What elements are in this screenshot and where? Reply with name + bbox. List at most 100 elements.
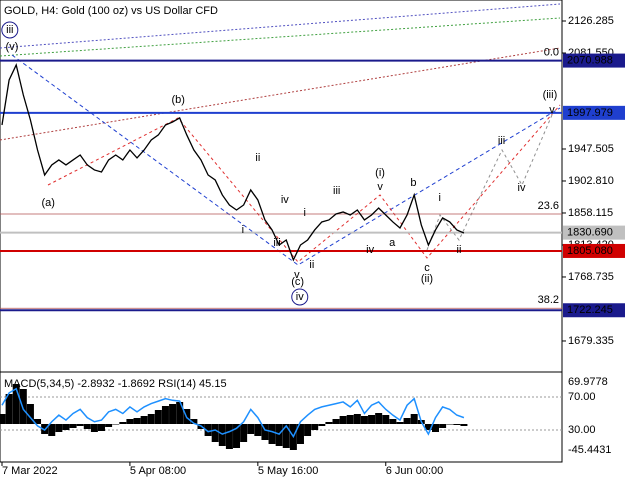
wave-label: (i): [375, 167, 385, 179]
macd-bar: [346, 415, 354, 424]
trend-line: [0, 47, 561, 141]
level-label: 1997.979: [567, 107, 613, 119]
level-box: [563, 105, 625, 120]
fib-label: 38.2: [538, 294, 559, 306]
chart-title: GOLD, H4: Gold (100 oz) vs US Dollar CFD: [4, 5, 218, 17]
wave-label: iv: [518, 182, 526, 194]
trend-line: [0, 17, 561, 57]
macd-bar: [34, 419, 42, 424]
y-tick-label: 2126.285: [568, 15, 614, 27]
macd-bar: [204, 424, 212, 436]
trend-line: [0, 3, 561, 49]
level-label: 1805.080: [567, 245, 613, 257]
wave-label: v: [377, 181, 383, 193]
macd-bar: [48, 424, 56, 436]
wave-label: a: [389, 237, 396, 249]
macd-bar: [5, 394, 13, 424]
macd-bar: [332, 419, 340, 424]
macd-bar: [410, 414, 418, 424]
macd-bar: [254, 424, 262, 436]
wave-label: iv: [281, 194, 289, 206]
indicator-tick-label: 30.00: [568, 424, 596, 436]
macd-bar: [190, 419, 198, 424]
macd-bar: [233, 424, 241, 448]
macd-bar: [225, 424, 233, 449]
level-box: [563, 243, 625, 258]
macd-bar: [382, 415, 390, 424]
macd-bar: [368, 415, 376, 424]
macd-bar: [26, 404, 34, 424]
wave-label: iii: [333, 185, 340, 197]
wave-label: (a): [41, 197, 54, 209]
macd-bar: [119, 422, 127, 424]
wave-line: [47, 104, 561, 263]
wave-label: i: [439, 192, 441, 204]
fib-label: 0.0: [544, 46, 559, 58]
wave-label: ii: [309, 259, 314, 271]
macd-bar: [275, 424, 283, 446]
macd-bar: [304, 424, 312, 436]
macd-bar: [339, 416, 347, 424]
macd-bar: [97, 424, 105, 431]
wave-label: (ii): [421, 273, 433, 285]
level-label: 1830.690: [567, 227, 613, 239]
macd-bar: [147, 414, 155, 424]
macd-bar: [69, 424, 77, 428]
fib-label: 23.6: [538, 200, 559, 212]
macd-bar: [211, 424, 219, 442]
x-tick-label: 5 Apr 08:00: [130, 465, 186, 477]
y-tick-label: 1768.735: [568, 271, 614, 283]
macd-bar: [112, 424, 120, 425]
macd-bar: [161, 406, 169, 424]
wave-label: (b): [172, 94, 185, 106]
macd-bar: [311, 424, 319, 430]
macd-bar: [403, 418, 411, 424]
x-tick-label: 5 May 16:00: [258, 465, 319, 477]
wave-label: (iii): [543, 89, 558, 101]
wave-label: iv: [366, 244, 374, 256]
level-label: 1722.245: [567, 304, 613, 316]
wave-label: v: [549, 104, 555, 116]
macd-bar: [218, 424, 226, 446]
wave-label: iii: [498, 135, 505, 147]
macd-bar: [90, 424, 98, 432]
macd-bar: [389, 419, 397, 424]
macd-bar: [19, 389, 27, 424]
wave-line: [426, 114, 553, 251]
macd-bar: [360, 416, 368, 424]
wave-label: (v): [6, 41, 19, 53]
wave-label: iii: [6, 24, 13, 36]
macd-bar: [176, 402, 184, 424]
macd-bar: [261, 424, 269, 440]
macd-bar: [83, 424, 91, 429]
y-tick-label: 1947.505: [568, 143, 614, 155]
macd-bar: [0, 414, 6, 424]
macd-bar: [353, 414, 361, 424]
macd-bar: [268, 424, 276, 444]
macd-bar: [240, 424, 248, 442]
macd-bar: [453, 424, 461, 425]
macd-bar: [140, 416, 148, 424]
plot-frame: [0, 0, 563, 463]
macd-bar: [439, 424, 447, 428]
wave-label: iii: [273, 237, 280, 249]
macd-bar: [76, 424, 84, 426]
wave-label: ii: [255, 152, 260, 164]
level-box: [563, 225, 625, 240]
level-box: [563, 53, 625, 68]
macd-bar: [247, 424, 255, 434]
macd-bar: [126, 419, 134, 424]
rsi-line: [1, 387, 465, 439]
macd-bar: [169, 404, 177, 424]
wave-label: i: [242, 224, 244, 236]
level-label: 2070.988: [567, 54, 613, 66]
wave-label: i: [304, 207, 306, 219]
macd-bar: [62, 424, 70, 430]
wave-circle: [1, 21, 19, 39]
macd-bar: [396, 422, 404, 424]
macd-bar: [282, 424, 290, 448]
wave-label: b: [410, 177, 416, 189]
macd-bar: [318, 424, 326, 426]
macd-bar: [325, 422, 333, 424]
macd-bar: [133, 418, 141, 424]
